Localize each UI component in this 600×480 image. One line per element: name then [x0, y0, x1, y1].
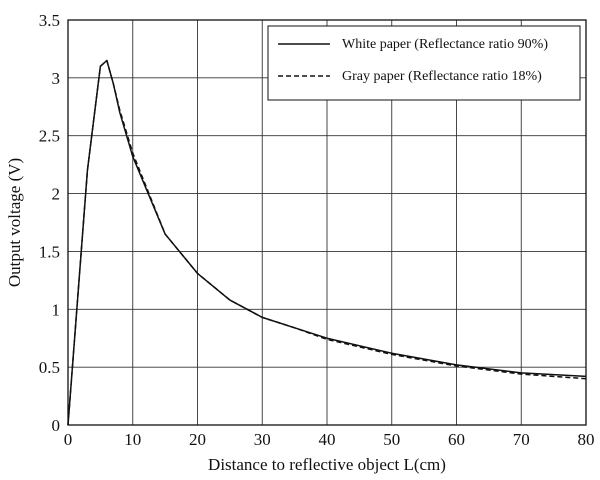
x-tick-label: 0	[64, 430, 73, 449]
y-tick-label: 0.5	[39, 358, 60, 377]
x-tick-label: 80	[578, 430, 595, 449]
legend: White paper (Reflectance ratio 90%) Gray…	[267, 25, 581, 101]
x-tick-label: 60	[448, 430, 465, 449]
x-axis-title: Distance to reflective object L(cm)	[208, 455, 446, 474]
x-tick-label: 30	[254, 430, 271, 449]
y-axis-title: Output voltage (V)	[5, 158, 24, 287]
x-tick-label: 20	[189, 430, 206, 449]
series-line-gray-paper	[67, 59, 587, 426]
x-tick-label: 70	[513, 430, 530, 449]
x-tick-label: 40	[319, 430, 336, 449]
y-tick-label: 1	[52, 300, 61, 319]
legend-label-white-paper: White paper (Reflectance ratio 90%)	[342, 37, 548, 52]
y-tick-label: 2.5	[39, 127, 60, 146]
legend-label-gray-paper: Gray paper (Reflectance ratio 18%)	[342, 69, 542, 84]
tick-labels: 0 10 20 30 40 50 60 70 80 0 0.5 1 1.5 2 2.5 3 3.5	[39, 11, 595, 449]
y-tick-label: 3.5	[39, 11, 60, 30]
legend-box	[267, 25, 581, 101]
series-lines	[67, 59, 587, 426]
y-tick-label: 2	[52, 185, 61, 204]
plot-frame	[67, 19, 587, 426]
y-tick-label: 0	[52, 416, 61, 435]
x-tick-label: 50	[383, 430, 400, 449]
y-tick-label: 3	[52, 69, 61, 88]
y-tick-label: 1.5	[39, 242, 60, 261]
x-tick-label: 10	[124, 430, 141, 449]
